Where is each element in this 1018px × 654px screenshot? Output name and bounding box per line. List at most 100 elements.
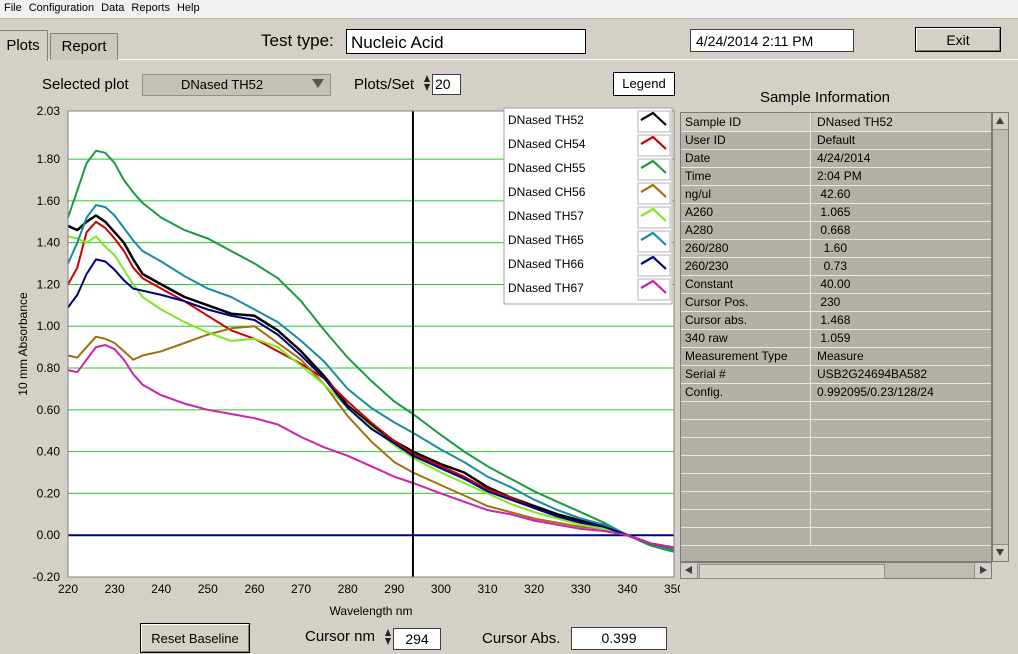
legend-entry-label: DNased TH52: [508, 113, 584, 127]
info-row-empty: [681, 437, 991, 456]
info-key: Time: [681, 167, 811, 185]
menu-configuration[interactable]: Configuration: [28, 2, 95, 14]
info-key: ng/ul: [681, 185, 811, 203]
series-line: [67, 325, 675, 549]
info-value: [812, 401, 991, 419]
info-value: [812, 473, 991, 491]
horizontal-scrollbar[interactable]: [680, 562, 992, 579]
legend-entry-label: DNased CH55: [508, 161, 586, 175]
info-value: 4/24/2014: [817, 151, 871, 165]
info-value: Measure: [817, 349, 864, 363]
exit-button[interactable]: Exit: [915, 27, 1001, 52]
x-axis-label: Wavelength nm: [330, 604, 413, 618]
info-value: [812, 491, 991, 509]
x-tick-label: 280: [338, 582, 358, 596]
x-tick-label: 260: [244, 582, 264, 596]
tab-report[interactable]: Report: [50, 33, 118, 60]
info-key: [681, 455, 811, 473]
menu-data[interactable]: Data: [101, 2, 125, 14]
info-row: Cursor abs. 1.468: [681, 311, 991, 330]
legend-swatch-icon: [640, 135, 667, 150]
y-tick-label: 2.03: [37, 104, 61, 118]
info-row: User ID Default: [681, 131, 991, 150]
info-row: Cursor Pos. 230: [681, 293, 991, 312]
cursor-nm-spinner[interactable]: [385, 628, 392, 650]
y-tick-label: 0.20: [37, 486, 61, 500]
scroll-thumb[interactable]: [699, 564, 885, 579]
x-tick-label: 240: [151, 582, 171, 596]
scroll-right-button[interactable]: [974, 563, 991, 578]
legend-entry-label: DNased TH57: [508, 209, 584, 223]
cursor-nm-input[interactable]: 294: [393, 628, 441, 650]
info-row-empty: [681, 473, 991, 492]
legend-entry-label: DNased TH65: [508, 233, 584, 247]
x-tick-label: 300: [431, 582, 451, 596]
y-tick-label: 1.80: [37, 152, 61, 166]
selected-plot-dropdown[interactable]: DNased TH52: [142, 74, 331, 96]
test-type-label: Test type:: [261, 31, 334, 50]
menu-reports[interactable]: Reports: [131, 2, 170, 14]
info-key: Measurement Type: [681, 347, 811, 365]
series-line: [67, 258, 675, 549]
series-line: [67, 235, 675, 549]
info-value: 1.468: [817, 313, 851, 327]
info-value: 0.73: [817, 259, 848, 273]
vertical-scrollbar[interactable]: [992, 112, 1009, 562]
x-tick-label: 230: [105, 582, 125, 596]
y-tick-label: 1.40: [37, 236, 61, 250]
scroll-left-button[interactable]: [681, 563, 698, 578]
selected-plot-value: DNased TH52: [181, 77, 264, 92]
menu-bar: File Configuration Data Reports Help: [0, 0, 1018, 19]
menu-help[interactable]: Help: [176, 2, 200, 14]
info-key: [681, 419, 811, 437]
info-row: Time 2:04 PM: [681, 167, 991, 186]
info-key: 260/230: [681, 257, 811, 275]
legend-swatch-icon: [640, 231, 667, 246]
info-row: Sample ID DNased TH52: [681, 113, 991, 132]
info-value: 2:04 PM: [817, 169, 862, 183]
plots-per-set-spinner[interactable]: [424, 74, 431, 96]
absorbance-chart[interactable]: 2.03 1.80 1.60 1.40 1.20 1.00 0.80 0.60 0.40 0.20…: [0, 100, 680, 622]
info-value: 230: [817, 295, 841, 309]
info-row: Date 4/24/2014: [681, 149, 991, 168]
series-line: [67, 214, 675, 549]
info-row: Serial # USB2G24694BA582: [681, 365, 991, 384]
y-tick-label: 1.20: [37, 277, 61, 291]
cursor-nm-label: Cursor nm: [305, 628, 376, 645]
x-tick-label: 330: [571, 582, 591, 596]
test-type-field[interactable]: Nucleic Acid: [346, 29, 586, 54]
scroll-up-button[interactable]: [993, 113, 1008, 130]
info-key: 260/280: [681, 239, 811, 257]
info-value: 42.60: [817, 187, 851, 201]
y-tick-label: 0.00: [37, 528, 61, 542]
info-key: [681, 527, 811, 545]
series-line: [67, 204, 675, 551]
x-tick-label: 220: [58, 582, 78, 596]
info-key: Sample ID: [681, 113, 811, 131]
legend-button[interactable]: Legend: [613, 72, 675, 96]
y-axis-label: 10 mm Absorbance: [16, 292, 30, 396]
plots-per-set-input[interactable]: 20: [432, 74, 461, 95]
arrow-up-icon: [996, 117, 1004, 124]
menu-file[interactable]: File: [4, 2, 22, 14]
reset-baseline-button[interactable]: Reset Baseline: [140, 623, 250, 653]
x-tick-label: 320: [524, 582, 544, 596]
info-key: A260: [681, 203, 811, 221]
y-tick-label: 1.60: [37, 194, 61, 208]
x-tick-label: 290: [384, 582, 404, 596]
cursor-abs-display: 0.399: [571, 627, 667, 650]
info-key: Serial #: [681, 365, 811, 383]
info-row: Constant 40.00: [681, 275, 991, 294]
x-tick-label: 340: [617, 582, 637, 596]
info-value: Default: [817, 133, 856, 147]
scroll-down-button[interactable]: [993, 544, 1008, 561]
spin-up-icon[interactable]: [424, 75, 430, 82]
info-row: 340 raw 1.059: [681, 329, 991, 348]
spin-down-icon[interactable]: [424, 84, 430, 91]
spin-up-icon[interactable]: [385, 629, 391, 636]
tab-plots[interactable]: Plots: [0, 30, 48, 61]
spin-down-icon[interactable]: [385, 638, 391, 645]
info-row: ng/ul 42.60: [681, 185, 991, 204]
info-value: [812, 527, 991, 545]
y-tick-label: 0.60: [37, 403, 61, 417]
